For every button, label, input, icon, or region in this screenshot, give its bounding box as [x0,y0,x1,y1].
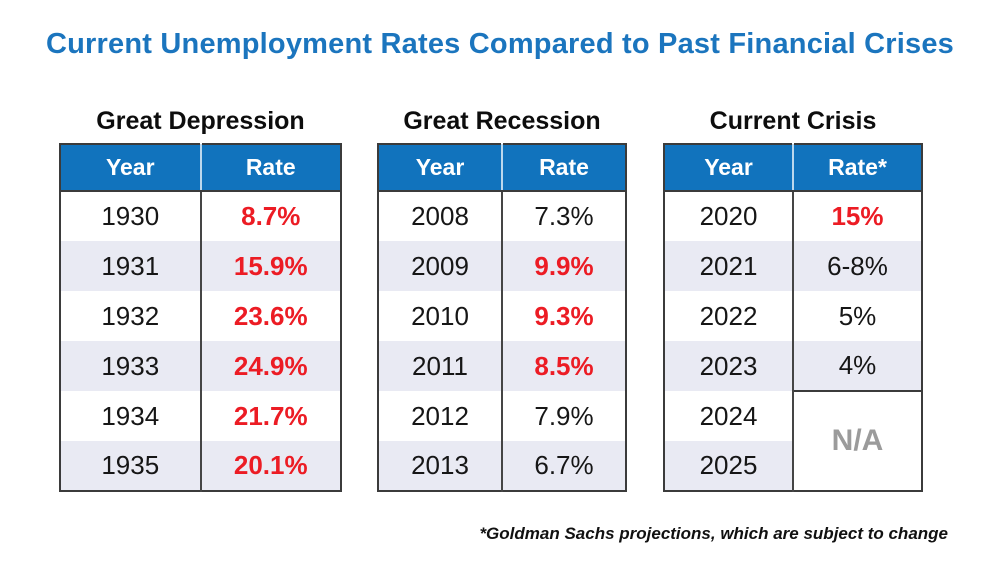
column-header-year: Year [664,144,793,192]
column-header-year: Year [60,144,201,192]
table-row: 2025 [664,441,922,491]
column-header-rate: Rate* [792,144,922,192]
rate-cell: 9.3% [501,291,626,341]
rate-cell: 7.9% [501,391,626,441]
table-great-recession: Great Recession Year Rate 2008 7.3% 2009 9.… [377,100,627,492]
data-table: Year Rate 1930 8.7% 1931 15.9% 1932 23.6% 1933… [59,143,342,492]
year-cell: 2013 [378,441,502,491]
header-row: Year Rate [60,144,341,192]
rate-cell: 5% [792,291,922,341]
year-cell: 2011 [378,341,502,391]
table-row: 2013 6.7% [378,441,626,491]
table-row: 2024 N/A [664,390,922,491]
header-row: Year Rate [378,144,626,192]
table-row: 2021 6-8% [664,241,922,291]
table-caption: Great Recession [403,107,601,135]
table-row: 1931 15.9% [60,241,341,291]
column-header-rate: Rate [501,144,626,192]
column-header-rate: Rate [199,144,341,192]
year-cell: 2025 [664,441,793,491]
rate-cell: 21.7% [199,391,341,441]
rate-cell: 15% [792,191,922,241]
rate-cell: 8.7% [199,191,341,241]
rate-cell: 20.1% [199,441,341,491]
table-row: 2020 15% [664,191,922,241]
rate-cell: 9.9% [501,241,626,291]
year-cell: 2010 [378,291,502,341]
rate-cell: 15.9% [199,241,341,291]
data-table: Year Rate 2008 7.3% 2009 9.9% 2010 9.3% 2011 8.… [377,143,627,492]
table-row: 1934 21.7% [60,391,341,441]
table-row: 2008 7.3% [378,191,626,241]
rate-cell: 23.6% [199,291,341,341]
table-row: 1935 20.1% [60,441,341,491]
year-cell: 2020 [664,191,793,241]
table-row: 1933 24.9% [60,341,341,391]
table-current-crisis: Current Crisis Year Rate* 2020 15% 2021 6-8… [663,100,923,492]
year-cell: 1933 [60,341,201,391]
table-caption: Great Depression [96,107,305,135]
rate-cell-na: N/A [792,390,922,491]
year-cell: 1934 [60,391,201,441]
year-cell: 2008 [378,191,502,241]
rate-cell: 6.7% [501,441,626,491]
table-row: 2012 7.9% [378,391,626,441]
table-caption: Current Crisis [709,107,877,135]
rate-cell: 6-8% [792,241,922,291]
year-cell: 1930 [60,191,201,241]
year-cell: 2012 [378,391,502,441]
rate-cell: 24.9% [199,341,341,391]
table-row: 2010 9.3% [378,291,626,341]
year-cell: 2024 [664,391,793,441]
footnote: *Goldman Sachs projections, which are su… [479,524,948,543]
year-cell: 1931 [60,241,201,291]
year-cell: 2022 [664,291,793,341]
data-table: Year Rate* 2020 15% 2021 6-8% 2022 5% 2023 4% 20… [663,143,923,492]
table-row: 1930 8.7% [60,191,341,241]
year-cell: 2023 [664,341,793,391]
rate-cell: 4% [792,341,922,391]
table-row: 2009 9.9% [378,241,626,291]
header-row: Year Rate* [664,144,922,192]
rate-cell: 7.3% [501,191,626,241]
year-cell: 1935 [60,441,201,491]
year-cell: 1932 [60,291,201,341]
table-great-depression: Great Depression Year Rate 1930 8.7% 1931 1… [59,100,342,492]
table-row: 2011 8.5% [378,341,626,391]
table-row: 2022 5% [664,291,922,341]
year-cell: 2009 [378,241,502,291]
table-row: 1932 23.6% [60,291,341,341]
column-header-year: Year [378,144,502,192]
page-title: Current Unemployment Rates Compared to P… [46,28,954,60]
table-row: 2023 4% [664,341,922,391]
year-cell: 2021 [664,241,793,291]
rate-cell: 8.5% [501,341,626,391]
